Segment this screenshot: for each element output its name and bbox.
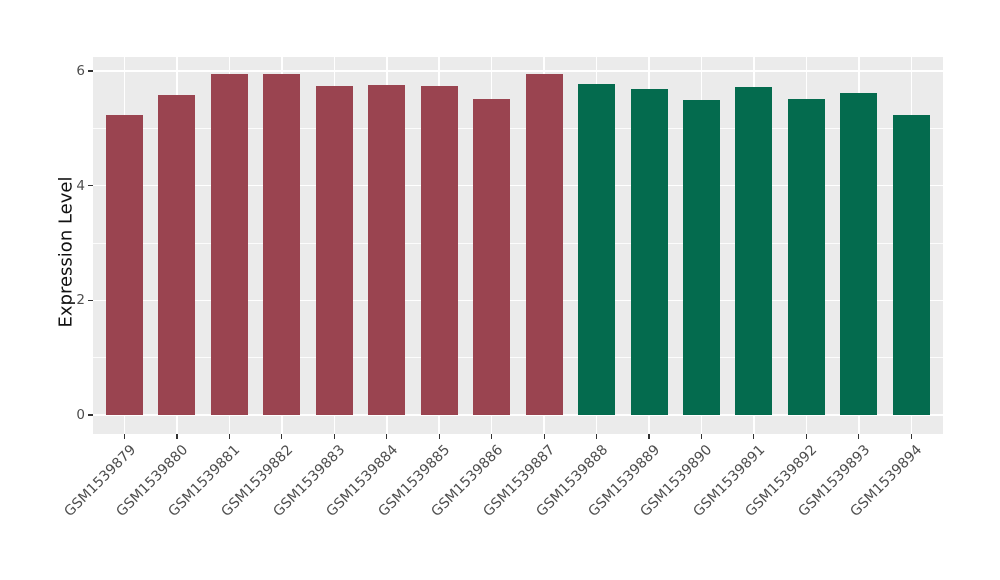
bar bbox=[315, 85, 353, 415]
y-tick-label: 0 bbox=[76, 407, 85, 423]
bar bbox=[682, 100, 720, 415]
x-tick-mark bbox=[123, 434, 126, 439]
x-tick-mark bbox=[700, 434, 703, 439]
gridline-y-minor bbox=[93, 127, 943, 129]
bar bbox=[630, 89, 668, 415]
bar bbox=[892, 115, 930, 415]
x-tick-mark bbox=[805, 434, 807, 439]
bar bbox=[525, 73, 563, 415]
gridline-y-major bbox=[93, 414, 943, 416]
x-tick-mark bbox=[595, 434, 598, 439]
bar bbox=[787, 98, 825, 415]
x-tick-mark bbox=[281, 434, 283, 439]
bar bbox=[158, 94, 196, 415]
y-tick-label: 2 bbox=[76, 292, 85, 309]
gridline-y-major bbox=[93, 70, 943, 72]
y-tick-mark bbox=[88, 414, 93, 416]
y-tick-label: 6 bbox=[76, 63, 85, 80]
y-tick-mark bbox=[88, 299, 93, 301]
bar bbox=[368, 84, 406, 415]
gridline-y-minor bbox=[93, 242, 943, 244]
bar bbox=[735, 87, 773, 415]
gridline-y-minor bbox=[93, 357, 943, 359]
x-tick-mark bbox=[910, 434, 912, 439]
bar bbox=[840, 93, 878, 415]
bar bbox=[420, 85, 458, 415]
y-tick-label: 4 bbox=[76, 177, 85, 194]
x-tick-mark bbox=[648, 434, 650, 439]
x-tick-mark bbox=[333, 434, 335, 439]
x-tick-mark bbox=[543, 434, 545, 439]
bar bbox=[578, 84, 616, 415]
gridline-y-major bbox=[93, 299, 943, 302]
x-tick-mark bbox=[491, 434, 493, 439]
bar bbox=[210, 73, 248, 415]
bar bbox=[106, 115, 143, 415]
x-tick-mark bbox=[228, 434, 230, 439]
x-tick-mark bbox=[858, 434, 860, 439]
y-tick-mark bbox=[88, 70, 93, 72]
bar bbox=[473, 99, 511, 415]
plot-panel bbox=[93, 57, 943, 434]
x-tick-mark bbox=[386, 434, 388, 439]
x-tick-mark bbox=[753, 434, 755, 439]
gridline-y-major bbox=[93, 184, 943, 187]
y-tick-mark bbox=[88, 185, 93, 187]
bar bbox=[263, 73, 301, 415]
x-tick-mark bbox=[438, 434, 440, 439]
x-tick-mark bbox=[176, 434, 178, 439]
